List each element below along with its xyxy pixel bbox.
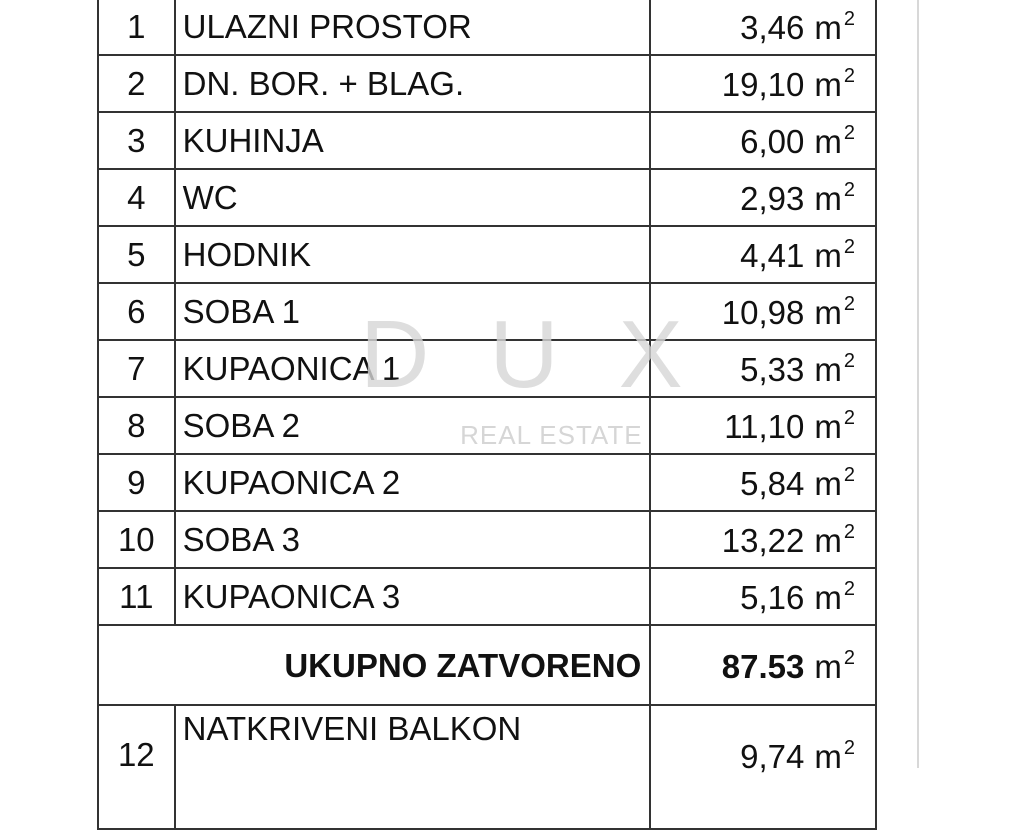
row-number: 6 (97, 282, 176, 341)
row-number: 4 (97, 168, 176, 227)
table-row: 3 KUHINJA 6,00 m 2 (97, 111, 877, 170)
table-row: 2 DN. BOR. + BLAG. 19,10 m 2 (97, 54, 877, 113)
table-row: 5 HODNIK 4,41 m 2 (97, 225, 877, 284)
room-name: KUPAONICA 3 (173, 567, 652, 626)
table-row: 9 KUPAONICA 2 5,84 m 2 (97, 453, 877, 512)
room-area: 13,22 m 2 (649, 510, 877, 569)
page-edge (917, 0, 919, 768)
row-number: 8 (97, 396, 176, 455)
total-row: UKUPNO ZATVORENO 87.53 m 2 (96, 624, 877, 706)
table-row: 10 SOBA 3 13,22 m 2 (97, 510, 877, 569)
table-row: 7 KUPAONICA 1 5,33 m 2 (97, 339, 877, 398)
room-area: 5,84 m 2 (649, 453, 877, 512)
room-name: KUPAONICA 2 (173, 453, 652, 512)
room-name: WC (173, 168, 652, 227)
row-number: 10 (97, 510, 176, 569)
room-area: 10,98 m 2 (649, 282, 877, 341)
table-row: 4 WC 2,93 m 2 (97, 168, 877, 227)
row-number: 2 (97, 54, 176, 113)
room-area: 3,46 m 2 (649, 0, 877, 56)
row-number: 9 (97, 453, 176, 512)
row-number: 12 (97, 704, 176, 830)
room-name: KUPAONICA 1 (173, 339, 652, 398)
room-name: SOBA 2 (173, 396, 652, 455)
table-row: 11 KUPAONICA 3 5,16 m 2 (97, 567, 877, 626)
table-row: 12 NATKRIVENI BALKON 9,74 m 2 (97, 704, 877, 830)
room-name: KUHINJA (173, 111, 652, 170)
table-row: 6 SOBA 1 10,98 m 2 (97, 282, 877, 341)
row-number: 5 (97, 225, 176, 284)
table-row: 8 SOBA 2 11,10 m 2 (97, 396, 877, 455)
room-area: 19,10 m 2 (649, 54, 877, 113)
total-label: UKUPNO ZATVORENO (96, 624, 652, 706)
row-number: 3 (97, 111, 176, 170)
row-number: 7 (97, 339, 176, 398)
row-number: 11 (97, 567, 176, 626)
room-name: HODNIK (173, 225, 652, 284)
room-name: NATKRIVENI BALKON (173, 704, 652, 830)
room-name: SOBA 3 (173, 510, 652, 569)
room-name: ULAZNI PROSTOR (173, 0, 652, 56)
room-name: SOBA 1 (173, 282, 652, 341)
table-row: 1 ULAZNI PROSTOR 3,46 m 2 (97, 0, 877, 56)
room-area: 6,00 m 2 (649, 111, 877, 170)
room-area: 9,74 m 2 (649, 704, 877, 830)
room-area: 5,16 m 2 (649, 567, 877, 626)
row-number: 1 (97, 0, 176, 56)
room-area: 5,33 m 2 (649, 339, 877, 398)
room-area: 4,41 m 2 (649, 225, 877, 284)
room-area: 11,10 m 2 (649, 396, 877, 455)
total-area-value: 87.53 (721, 647, 805, 685)
room-area-table: 1 ULAZNI PROSTOR 3,46 m 2 2 DN. BOR. + BLAG… (96, 0, 877, 830)
room-area: 2,93 m 2 (649, 168, 877, 227)
total-area: 87.53 m 2 (649, 624, 877, 706)
room-name: DN. BOR. + BLAG. (173, 54, 652, 113)
